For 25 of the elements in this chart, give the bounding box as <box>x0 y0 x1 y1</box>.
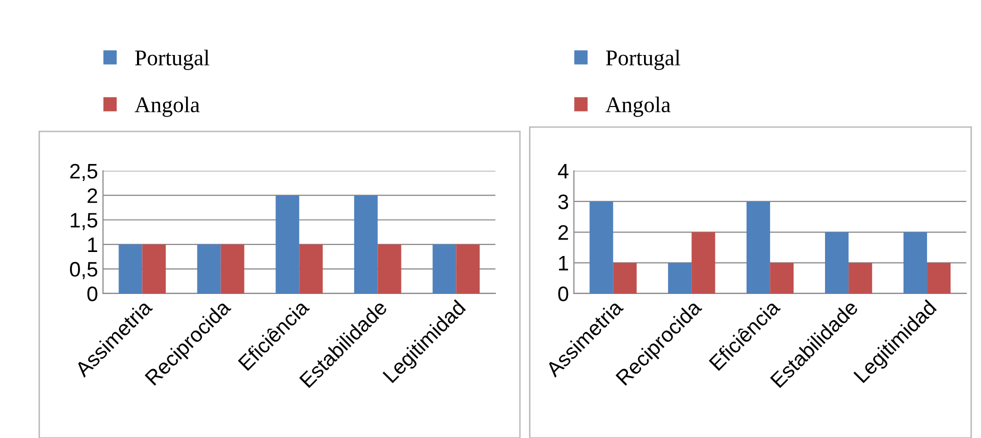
bar <box>692 232 716 294</box>
legend-label: Angola <box>134 96 200 117</box>
bar <box>825 232 849 294</box>
y-tick-label: 2 <box>88 188 98 203</box>
y-tick-label: 1,5 <box>70 213 98 230</box>
y-tick-label: 4 <box>558 164 568 178</box>
bar <box>770 262 794 294</box>
y-tick-label: 3 <box>558 194 568 210</box>
bar <box>848 262 872 294</box>
bar <box>927 262 951 294</box>
y-tick-label: 1 <box>559 256 568 270</box>
bar <box>613 262 637 294</box>
y-tick-label: 2,5 <box>70 164 98 182</box>
y-tick-label: 0 <box>558 286 568 302</box>
y-tick-label: 1 <box>88 238 98 252</box>
legend-label: Portugal <box>606 50 680 70</box>
legend-label: Portugal <box>135 50 210 70</box>
y-tick-label: 0,5 <box>70 262 98 280</box>
legend-label: Angola <box>606 96 670 117</box>
bar <box>590 201 614 294</box>
y-tick-label: 0 <box>87 286 98 302</box>
y-tick-label: 2 <box>558 225 568 240</box>
bar <box>746 201 770 294</box>
bar <box>904 232 928 294</box>
bar <box>668 262 692 294</box>
